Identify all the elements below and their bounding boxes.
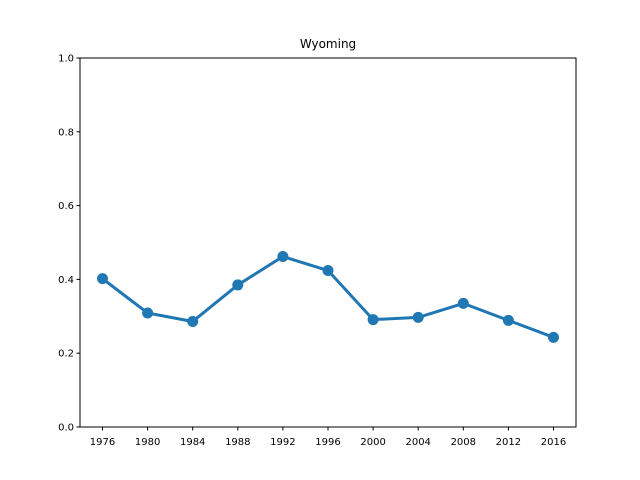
data-point — [97, 273, 108, 285]
data-point — [277, 251, 289, 263]
data-point — [232, 279, 244, 291]
x-tick-label: 2004 — [405, 437, 430, 448]
x-tick-label: 2008 — [451, 437, 476, 448]
x-tick-label: 1988 — [225, 437, 250, 448]
y-tick-label: 0.0 — [58, 423, 74, 434]
series-layer — [97, 251, 559, 343]
data-point — [548, 331, 559, 343]
data-point — [367, 314, 379, 326]
x-tick-label: 1980 — [135, 437, 160, 448]
y-tick-label: 0.2 — [58, 349, 74, 360]
plot-frame — [79, 57, 577, 428]
x-tick-label: 1984 — [180, 437, 205, 448]
x-tick-label: 2016 — [541, 437, 566, 448]
y-tick-label: 0.6 — [58, 201, 74, 212]
x-tick-label: 1996 — [315, 437, 340, 448]
x-tick-label: 1992 — [270, 437, 295, 448]
y-axis: 0.0 0.2 0.4 0.6 0.8 1.0 — [58, 54, 80, 434]
y-tick-label: 1.0 — [58, 54, 74, 65]
x-tick-label: 1976 — [90, 437, 115, 448]
y-tick-label: 0.4 — [58, 275, 74, 286]
y-tick-label: 0.8 — [58, 127, 74, 138]
data-point — [502, 314, 514, 326]
data-point — [412, 311, 424, 323]
x-tick-label: 2012 — [496, 437, 521, 448]
data-point — [187, 315, 199, 327]
x-axis: 1976 1980 1984 1988 1992 1996 2000 2004 2008 2012… — [90, 427, 566, 448]
data-point — [142, 307, 154, 319]
chart-title: Wyoming — [300, 37, 356, 51]
x-tick-label: 2000 — [360, 437, 385, 448]
data-point — [322, 265, 334, 277]
data-point — [457, 297, 469, 309]
